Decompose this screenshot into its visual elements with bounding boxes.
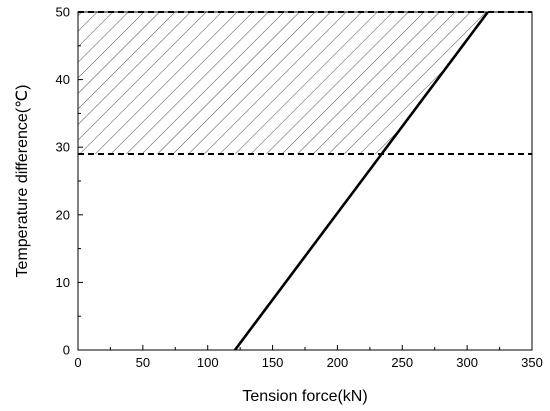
hatch-fill [78, 12, 488, 154]
x-tick-label: 50 [136, 355, 150, 370]
y-tick-label: 30 [56, 140, 70, 155]
y-axis-title: Temperature difference(℃) [14, 85, 31, 278]
y-tick-label: 50 [56, 5, 70, 20]
x-tick-label: 300 [456, 355, 478, 370]
x-axis-title: Tension force(kN) [242, 388, 367, 405]
x-tick-label: 100 [197, 355, 219, 370]
y-tick-label: 10 [56, 275, 70, 290]
x-tick-label: 200 [327, 355, 349, 370]
y-tick-label: 40 [56, 72, 70, 87]
x-tick-label: 150 [262, 355, 284, 370]
x-ticks: 0 50 100 150 200 250 300 350 [74, 345, 543, 370]
y-tick-label: 0 [63, 343, 70, 358]
hatched-region [78, 12, 488, 154]
x-tick-label: 350 [521, 355, 543, 370]
y-tick-label: 20 [56, 207, 70, 222]
series-layer [233, 12, 489, 350]
series-line [233, 12, 489, 350]
y-ticks: 0 10 20 30 40 50 [56, 5, 83, 358]
x-tick-label: 0 [74, 355, 81, 370]
x-tick-label: 250 [391, 355, 413, 370]
